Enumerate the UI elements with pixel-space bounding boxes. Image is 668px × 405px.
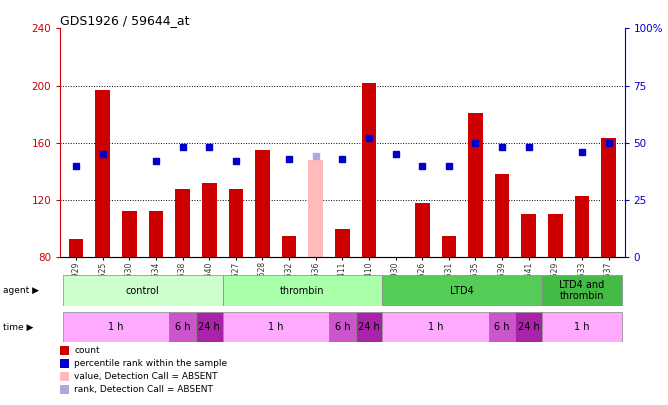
- Bar: [495, 174, 510, 257]
- Text: 1 h: 1 h: [574, 322, 590, 332]
- Bar: [548, 214, 562, 257]
- Bar: [202, 183, 216, 257]
- Text: rank, Detection Call = ABSENT: rank, Detection Call = ABSENT: [74, 385, 213, 394]
- Text: control: control: [126, 286, 160, 296]
- Bar: [442, 236, 456, 257]
- Bar: [63, 312, 169, 342]
- Bar: [601, 139, 616, 257]
- Text: 6 h: 6 h: [175, 322, 190, 332]
- Bar: [516, 312, 542, 342]
- Bar: [335, 228, 349, 257]
- Text: 1 h: 1 h: [268, 322, 283, 332]
- Bar: [468, 113, 483, 257]
- Bar: [489, 312, 516, 342]
- Bar: [228, 189, 243, 257]
- Text: percentile rank within the sample: percentile rank within the sample: [74, 359, 227, 368]
- Bar: [96, 90, 110, 257]
- Bar: [149, 211, 163, 257]
- Bar: [415, 203, 430, 257]
- Text: thrombin: thrombin: [280, 286, 325, 296]
- Bar: [169, 312, 196, 342]
- Bar: [522, 214, 536, 257]
- Text: 24 h: 24 h: [358, 322, 380, 332]
- Bar: [222, 312, 329, 342]
- Text: 24 h: 24 h: [198, 322, 220, 332]
- Bar: [542, 275, 622, 306]
- Text: 24 h: 24 h: [518, 322, 540, 332]
- Bar: [255, 150, 270, 257]
- Bar: [63, 275, 222, 306]
- Text: 1 h: 1 h: [108, 322, 124, 332]
- Bar: [282, 236, 297, 257]
- Text: value, Detection Call = ABSENT: value, Detection Call = ABSENT: [74, 372, 218, 381]
- Bar: [175, 189, 190, 257]
- Bar: [382, 275, 542, 306]
- Bar: [69, 239, 84, 257]
- Bar: [355, 312, 382, 342]
- Bar: [309, 160, 323, 257]
- Bar: [382, 312, 489, 342]
- Text: LTD4: LTD4: [450, 286, 474, 296]
- Text: time ▶: time ▶: [3, 322, 33, 332]
- Text: GDS1926 / 59644_at: GDS1926 / 59644_at: [60, 14, 190, 27]
- Text: LTD4 and
thrombin: LTD4 and thrombin: [559, 280, 605, 301]
- Bar: [542, 312, 622, 342]
- Bar: [122, 211, 137, 257]
- Bar: [196, 312, 222, 342]
- Text: 6 h: 6 h: [335, 322, 350, 332]
- Text: agent ▶: agent ▶: [3, 286, 39, 295]
- Bar: [222, 275, 382, 306]
- Bar: [361, 83, 376, 257]
- Text: 6 h: 6 h: [494, 322, 510, 332]
- Bar: [329, 312, 355, 342]
- Text: count: count: [74, 346, 100, 355]
- Bar: [574, 196, 589, 257]
- Text: 1 h: 1 h: [428, 322, 444, 332]
